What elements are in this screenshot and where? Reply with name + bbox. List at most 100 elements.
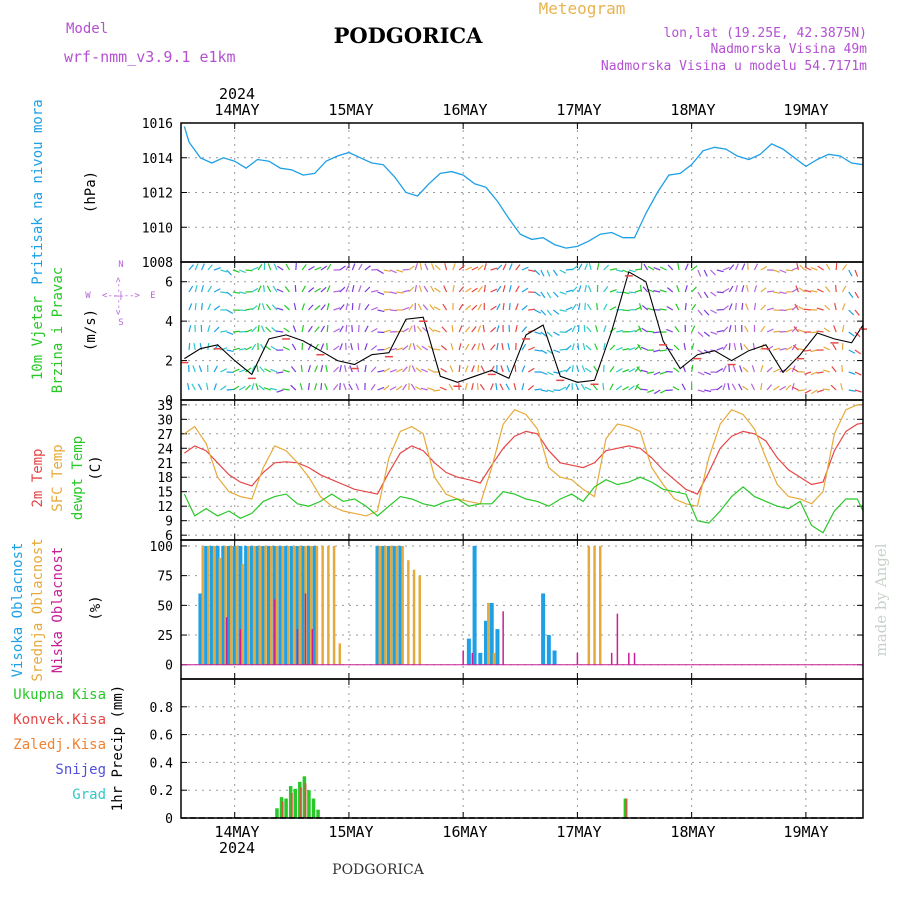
hail-legend: Grad (72, 787, 106, 803)
wind-arrow (358, 263, 363, 271)
wind-arrow (534, 349, 542, 352)
wind-arrow (395, 385, 403, 391)
low-cloud-bar (311, 629, 314, 665)
wind-arrow (665, 370, 673, 373)
wind-arrow (220, 291, 228, 294)
wind-arrow (265, 326, 272, 333)
wind-arrow (816, 371, 824, 374)
wind-arrow (584, 302, 586, 311)
wind-arrow (259, 366, 265, 373)
wind-arrow (728, 303, 733, 311)
wind-arrow (477, 286, 483, 293)
wind-arrow (402, 327, 409, 333)
mid-cloud-bar (235, 545, 239, 665)
wind-arrow (339, 286, 346, 293)
total-precip-bar (284, 798, 288, 818)
wind-arrow (499, 383, 504, 391)
compass-vertical-arrows: <--|--> (114, 276, 124, 315)
wind-arrow (427, 345, 435, 351)
mid-cloud-bar (418, 575, 422, 665)
wind-arrow (220, 385, 227, 391)
wind-arrow (534, 291, 541, 297)
wind-arrow (257, 303, 261, 311)
wind-arrow (351, 285, 355, 293)
wind-arrow (760, 266, 768, 271)
wind-arrow (691, 265, 698, 271)
wind-arrow (415, 386, 422, 391)
wind-arrow (421, 345, 429, 351)
high-cloud-bar (289, 545, 294, 665)
wind-arrow (339, 325, 344, 333)
wind-arrow (284, 286, 290, 293)
wind-arrow (674, 325, 680, 333)
wind-arrow (345, 263, 351, 271)
precip-unit: 1hr Precip (mm) (110, 685, 126, 811)
total-precip-bar (279, 797, 284, 818)
wind-arrow (830, 384, 837, 391)
wind-arrow (245, 308, 253, 311)
wind-arrow (433, 389, 441, 392)
wind-arrow (207, 325, 211, 333)
wind-arrow (622, 386, 629, 391)
high-cloud-bar (375, 545, 380, 665)
wind-arrow (506, 365, 510, 373)
wind-arrow (546, 269, 551, 277)
wind-arrow (666, 305, 674, 311)
wind-arrow (697, 269, 702, 277)
wind-arrow (344, 365, 347, 373)
wind-arrow (616, 329, 624, 333)
mid-cloud-bar (327, 545, 330, 665)
wind-arrow (213, 365, 218, 373)
wind-arrow (364, 265, 371, 271)
wind-arrow (213, 267, 221, 271)
wind-arrow (795, 285, 800, 293)
y-tick-label: 50 (157, 599, 173, 614)
wind-arrow (854, 349, 862, 355)
wind-arrow (377, 269, 384, 275)
wind-arrow (527, 385, 535, 391)
wind-arrow (578, 263, 583, 271)
mid-cloud-bar (247, 545, 250, 665)
mid-cloud-bar (281, 545, 284, 665)
wind-arrow (766, 366, 773, 373)
wind-arrow (540, 331, 547, 337)
wind-arrow (697, 291, 703, 299)
wind-arrow (773, 368, 780, 373)
wind-arrow (741, 263, 746, 271)
x-tick-label: 18MAY (670, 101, 715, 119)
wind-arrow (592, 384, 598, 391)
wind-arrow (239, 368, 246, 373)
wind-arrow (443, 285, 448, 293)
wind-arrow (840, 383, 844, 391)
mid-cloud-bar (224, 545, 227, 665)
panel-frame (180, 261, 864, 401)
wind-arrow (722, 305, 729, 311)
wind-arrow (691, 286, 697, 293)
wind-arrow (742, 385, 749, 391)
wind-arrow (703, 269, 708, 277)
wind-arrow (505, 383, 510, 391)
wind-arrow (355, 383, 360, 391)
wind-arrow (213, 383, 218, 391)
wind-arrow (793, 326, 799, 333)
wind-arrow (602, 382, 605, 391)
wind-arrow (408, 286, 415, 293)
cloud-panel-labels: Visoka Oblacnost Srednja Oblacnost Niska… (10, 538, 104, 681)
wind-arrow (785, 384, 792, 391)
wind-arrow (580, 383, 586, 391)
mid-cloud-bar (241, 563, 244, 665)
wind-arrow (546, 291, 552, 299)
wind-arrow (358, 285, 362, 293)
wind-arrow (501, 343, 504, 351)
wind-arrow (314, 305, 321, 311)
wind-arrow (439, 386, 447, 391)
wind-arrow (527, 367, 535, 373)
wind-arrow (451, 324, 454, 333)
wind-arrow (502, 302, 505, 311)
wind-arrow (677, 263, 680, 271)
wind-arrow (408, 325, 413, 333)
wind-arrow (251, 326, 257, 333)
high-cloud-bar (284, 545, 289, 665)
